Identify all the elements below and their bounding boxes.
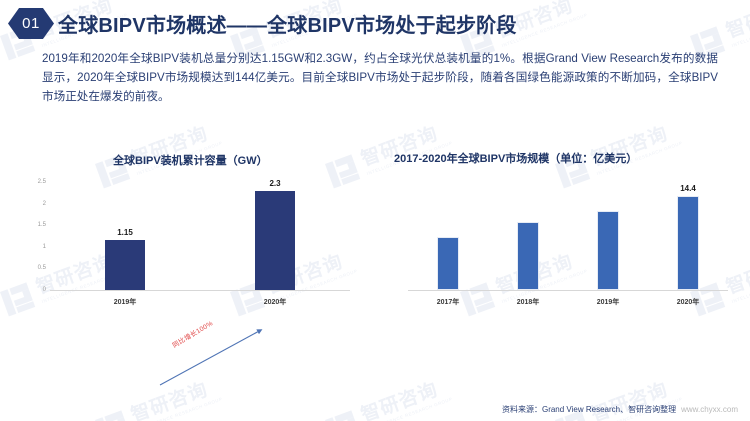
source-label: 资料来源：Grand View Research、智研咨询整理: [501, 405, 677, 414]
x-axis-tick-label: 2019年: [596, 299, 620, 306]
site-url-label: www.chyxx.com: [681, 405, 738, 414]
x-axis-tick-label: 2019年: [113, 299, 137, 306]
bar: [255, 190, 295, 290]
section-number-label: 01: [22, 15, 40, 32]
bar: [105, 240, 145, 290]
chart-right-axis-line: [408, 290, 728, 291]
bar: [677, 196, 699, 290]
chart-bipv-market-size: 2017-2020年全球BIPV市场规模（单位：亿美元） 2017年 2018年 2…: [388, 145, 738, 315]
chart-left-axis-line: [50, 290, 350, 291]
x-axis-tick-label: 2018年: [516, 299, 540, 306]
bar: [517, 222, 539, 290]
slide-header: 01 全球BIPV市场概述——全球BIPV市场处于起步阶段: [0, 0, 750, 46]
bar-value-label: 14.4: [680, 184, 696, 194]
body-paragraph-block: 2019年和2020年全球BIPV装机总量分别达1.15GW和2.3GW，约占全…: [42, 49, 718, 106]
chart-left-title: 全球BIPV装机累计容量（GW）: [113, 155, 268, 167]
growth-arrow-icon: [159, 329, 263, 386]
y-axis-tick-label: 2.5: [37, 179, 46, 185]
section-number-badge: 01: [8, 8, 54, 39]
y-axis-tick-label: 0.5: [37, 265, 46, 272]
y-axis-tick-label: 1: [42, 243, 46, 250]
bar: [437, 236, 459, 290]
y-axis-tick-label: 1.5: [37, 222, 46, 229]
footer: 资料来源：Grand View Research、智研咨询整理 www.chyxx…: [0, 404, 750, 415]
x-axis-tick-label: 2020年: [676, 299, 700, 306]
x-axis-tick-label: 2020年: [263, 299, 287, 306]
y-axis-tick-label: 0: [42, 287, 46, 293]
x-axis-tick-label: 2017年: [436, 299, 460, 306]
chart-bipv-installed-capacity: 全球BIPV装机累计容量（GW） 同比增长100% 0 0.5 1 1.5 2 2.5 1.…: [18, 145, 368, 386]
bar: [597, 210, 619, 290]
hexagon-shape: 01: [8, 8, 54, 39]
bar-value-label: 2.3: [269, 178, 281, 188]
page-title: 全球BIPV市场概述——全球BIPV市场处于起步阶段: [58, 15, 517, 37]
body-paragraph: 2019年和2020年全球BIPV装机总量分别达1.15GW和2.3GW，约占全…: [42, 52, 718, 103]
chart-right-title: 2017-2020年全球BIPV市场规模（单位：亿美元）: [394, 153, 638, 165]
y-axis-tick-label: 2: [42, 200, 46, 207]
bar-value-label: 1.15: [117, 228, 133, 238]
